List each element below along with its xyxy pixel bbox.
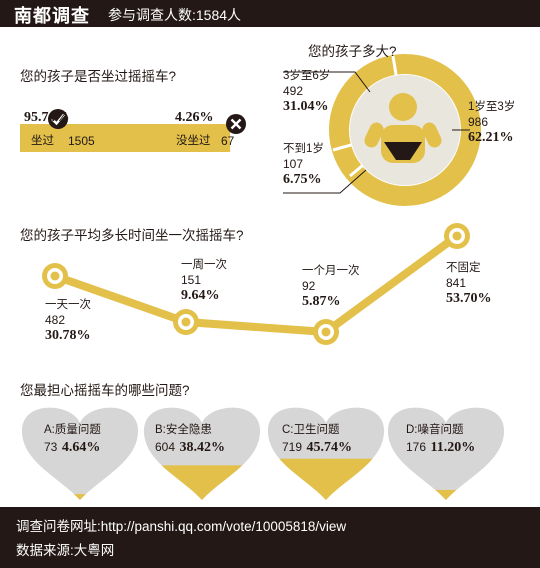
heart-safety <box>143 407 261 500</box>
q2-group-under1: 不到1岁 107 6.75% <box>283 142 353 188</box>
q3-point-monthly-label: 一个月一次 <box>302 265 360 277</box>
q1-yes-label: 坐过 <box>31 135 54 147</box>
q4-item-safety-label: B:安全隐患 <box>155 424 212 436</box>
q4-item-noise-pct: 11.20% <box>430 440 476 455</box>
q3-point-irregular-label: 不固定 <box>446 262 481 274</box>
q3-question: 您的孩子平均多长时间坐一次摇摇车? <box>20 228 244 243</box>
q1-yes-percent: 95.74% <box>24 110 70 125</box>
heart-fill-quality <box>21 494 139 500</box>
q4-item-safety: B:安全隐患 604 38.42% <box>155 423 225 456</box>
q4-item-hygiene: C:卫生问题 719 45.74% <box>282 423 352 456</box>
q4-item-quality: A:质量问题 73 4.64% <box>44 423 101 456</box>
q3-point-irregular-count: 841 <box>446 276 467 290</box>
q2-group-3to6-pct: 31.04% <box>283 99 329 114</box>
q2-group-1to3-pct: 62.21% <box>468 130 514 145</box>
q1-no-percent: 4.26% <box>175 110 214 125</box>
heart-fill-noise <box>387 489 505 500</box>
participants-count: 参与调查人数:1584人 <box>108 7 242 23</box>
q3-marker-dot-weekly <box>181 317 191 327</box>
q1-yes-count: 1505 <box>68 134 95 148</box>
q1-no-count: 67 <box>221 134 235 148</box>
q3-point-weekly: 一周一次 151 9.64% <box>181 258 227 304</box>
brand-title: 南都调查 <box>14 6 90 26</box>
q2-group-1to3: 1岁至3岁 986 62.21% <box>468 100 538 146</box>
q4-item-noise: D:噪音问题 176 11.20% <box>406 423 475 456</box>
q2-group-1to3-count: 986 <box>468 115 489 129</box>
q2-group-1to3-label: 1岁至3岁 <box>468 101 516 113</box>
heart-quality <box>21 407 139 500</box>
q2-group-3to6-label: 3岁至6岁 <box>283 70 331 82</box>
q3-point-daily: 一天一次 482 30.78% <box>45 298 91 344</box>
q3-marker-dot-daily <box>50 271 60 281</box>
q3-point-weekly-count: 151 <box>181 273 202 287</box>
q3-marker-dot-irregular <box>452 231 462 241</box>
q2-question: 您的孩子多大? <box>308 44 397 59</box>
q4-item-hygiene-pct: 45.74% <box>306 440 352 455</box>
q1-yes-bar <box>20 124 231 152</box>
q1-question: 您的孩子是否坐过摇摇车? <box>20 69 177 84</box>
q2-group-3to6: 3岁至6岁 492 31.04% <box>283 69 363 115</box>
q2-group-3to6-count: 492 <box>283 84 304 98</box>
q3-marker-dot-monthly <box>321 327 331 337</box>
q4-item-noise-label: D:噪音问题 <box>406 424 464 436</box>
q4-item-hygiene-label: C:卫生问题 <box>282 424 340 436</box>
q3-point-daily-pct: 30.78% <box>45 328 91 343</box>
q3-point-daily-label: 一天一次 <box>45 299 91 311</box>
q2-donut-group <box>283 54 481 206</box>
footer-bar: 调查问卷网址:http://panshi.qq.com/vote/1000581… <box>0 507 540 568</box>
q4-item-quality-pct: 4.64% <box>61 440 101 455</box>
q3-point-monthly: 一个月一次 92 5.87% <box>302 264 360 310</box>
heart-noise <box>387 407 505 500</box>
leader-line-3to6 <box>283 71 371 93</box>
q3-point-irregular: 不固定 841 53.70% <box>446 261 492 307</box>
q3-point-monthly-count: 92 <box>302 279 316 293</box>
cross-icon-mark <box>230 118 242 130</box>
q4-item-noise-count: 176 <box>406 440 427 454</box>
q2-group-under1-count: 107 <box>283 157 304 171</box>
q4-item-quality-count: 73 <box>44 440 58 454</box>
q3-point-weekly-pct: 9.64% <box>181 288 220 303</box>
heart-fill-safety <box>143 465 261 500</box>
q3-line-group <box>42 223 470 345</box>
q3-point-irregular-pct: 53.70% <box>446 291 492 306</box>
q1-bar-group <box>20 109 246 152</box>
q4-item-safety-pct: 38.42% <box>179 440 225 455</box>
q4-question: 您最担心摇摇车的哪些问题? <box>20 383 190 398</box>
q4-item-hygiene-count: 719 <box>282 440 303 454</box>
survey-url: 调查问卷网址:http://panshi.qq.com/vote/1000581… <box>16 519 347 534</box>
q3-series-line <box>53 232 460 336</box>
q3-point-weekly-label: 一周一次 <box>181 259 227 271</box>
q2-group-under1-pct: 6.75% <box>283 172 322 187</box>
leader-line-under1 <box>283 169 367 194</box>
diaper-shape <box>384 142 422 160</box>
donut-ring <box>329 54 481 206</box>
q1-no-label: 没坐过 <box>176 135 211 147</box>
header-bar: 南都调查 参与调查人数:1584人 <box>0 0 540 27</box>
heart-fill-hygiene <box>267 458 385 500</box>
q2-group-under1-label: 不到1岁 <box>283 143 324 155</box>
check-icon-mark <box>51 113 65 126</box>
heart-hygiene <box>267 407 385 500</box>
q4-item-safety-count: 604 <box>155 440 176 454</box>
q3-point-monthly-pct: 5.87% <box>302 294 341 309</box>
q3-point-daily-count: 482 <box>45 313 66 327</box>
q4-item-quality-label: A:质量问题 <box>44 424 101 436</box>
data-source: 数据来源:大粤网 <box>16 543 115 558</box>
